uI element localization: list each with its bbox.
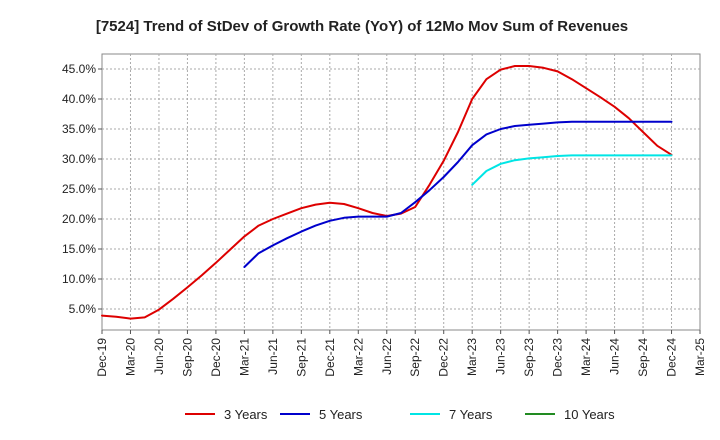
chart-title: [7524] Trend of StDev of Growth Rate (Yo… bbox=[96, 18, 628, 35]
x-tick-label: Jun-22 bbox=[380, 338, 394, 375]
x-tick-label: Mar-25 bbox=[693, 338, 707, 376]
x-tick-label: Jun-24 bbox=[608, 338, 622, 375]
x-tick-label: Sep-24 bbox=[636, 338, 650, 377]
x-tick-label: Jun-21 bbox=[266, 338, 280, 375]
x-tick-label: Mar-22 bbox=[351, 338, 365, 376]
y-tick-label: 5.0% bbox=[69, 302, 97, 316]
y-tick-label: 40.0% bbox=[62, 92, 96, 106]
legend-label: 5 Years bbox=[319, 407, 363, 422]
legend-label: 10 Years bbox=[564, 407, 615, 422]
legend-label: 3 Years bbox=[224, 407, 268, 422]
x-tick-label: Mar-20 bbox=[123, 338, 137, 376]
x-tick-label: Sep-23 bbox=[522, 338, 536, 377]
x-tick-label: Dec-20 bbox=[209, 338, 223, 377]
x-tick-label: Sep-22 bbox=[408, 338, 422, 377]
legend-label: 7 Years bbox=[449, 407, 493, 422]
y-tick-label: 35.0% bbox=[62, 122, 96, 136]
y-tick-label: 15.0% bbox=[62, 242, 96, 256]
x-tick-label: Dec-22 bbox=[437, 338, 451, 377]
x-tick-label: Mar-23 bbox=[465, 338, 479, 376]
gridlines bbox=[102, 54, 700, 330]
x-tick-label: Jun-23 bbox=[494, 338, 508, 375]
legend: 3 Years 5 Years 7 Years 10 Years bbox=[185, 407, 615, 422]
y-tick-label: 25.0% bbox=[62, 182, 96, 196]
x-axis-ticks: Dec-19 Mar-20 Jun-20 Sep-20 Dec-20 Mar-21 Jun-… bbox=[95, 330, 707, 377]
y-tick-label: 45.0% bbox=[62, 62, 96, 76]
x-tick-label: Dec-21 bbox=[323, 338, 337, 377]
plot-area bbox=[101, 53, 701, 331]
x-tick-label: Sep-21 bbox=[294, 338, 308, 377]
y-tick-label: 20.0% bbox=[62, 212, 96, 226]
x-tick-label: Dec-19 bbox=[95, 338, 109, 377]
x-tick-label: Sep-20 bbox=[180, 338, 194, 377]
y-axis-ticks: 5.0% 10.0% 15.0% 20.0% 25.0% 30.0% 35.0% 40.0% 4… bbox=[62, 62, 102, 316]
series-line-5-years bbox=[243, 120, 673, 268]
x-tick-label: Jun-20 bbox=[152, 338, 166, 375]
x-tick-label: Mar-24 bbox=[579, 338, 593, 376]
x-tick-label: Dec-23 bbox=[551, 338, 565, 377]
y-tick-label: 10.0% bbox=[62, 272, 96, 286]
series-line-7-years bbox=[471, 154, 673, 186]
x-tick-label: Mar-21 bbox=[237, 338, 251, 376]
x-tick-label: Dec-24 bbox=[665, 338, 679, 377]
series-group bbox=[101, 65, 673, 320]
y-tick-label: 30.0% bbox=[62, 152, 96, 166]
